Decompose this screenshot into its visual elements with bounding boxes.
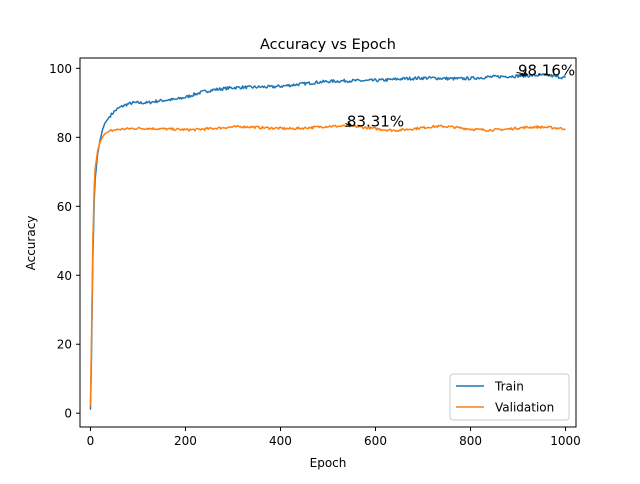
legend: Train Validation (449, 373, 570, 421)
y-tick-label: 20 (57, 338, 72, 352)
legend-label-validation: Validation (495, 401, 554, 415)
x-tick-label: 1000 (550, 434, 581, 448)
x-axis-label: Epoch (310, 456, 347, 470)
series-lines (89, 72, 566, 410)
axis-ticks: 0 200 400 600 800 1000 0 20 40 60 80 100 (49, 62, 581, 448)
y-tick-label: 40 (57, 269, 72, 283)
plot-frame (79, 57, 577, 428)
annotation-arrow (516, 71, 528, 76)
y-tick-label: 80 (57, 131, 72, 145)
x-tick-label: 400 (269, 434, 292, 448)
annotation-arrowhead (521, 70, 529, 77)
annotation-label: 98.16% (518, 61, 575, 79)
y-tick-label: 60 (57, 200, 72, 214)
x-tick-label: 600 (364, 434, 387, 448)
y-axis-label: Accuracy (24, 216, 38, 271)
x-tick-label: 200 (174, 434, 197, 448)
series-line-train (89, 72, 566, 410)
x-tick-label: 0 (87, 434, 95, 448)
x-tick-label: 800 (459, 434, 482, 448)
annotations: 98.16% 83.31% (345, 61, 575, 130)
annotation-label: 83.31% (347, 112, 404, 130)
series-line-validation (89, 124, 566, 407)
y-tick-label: 0 (64, 407, 72, 421)
y-tick-label: 100 (49, 62, 72, 76)
legend-label-train: Train (494, 380, 524, 394)
annotation-arrowhead (345, 121, 353, 127)
chart-title: Accuracy vs Epoch (260, 37, 396, 53)
